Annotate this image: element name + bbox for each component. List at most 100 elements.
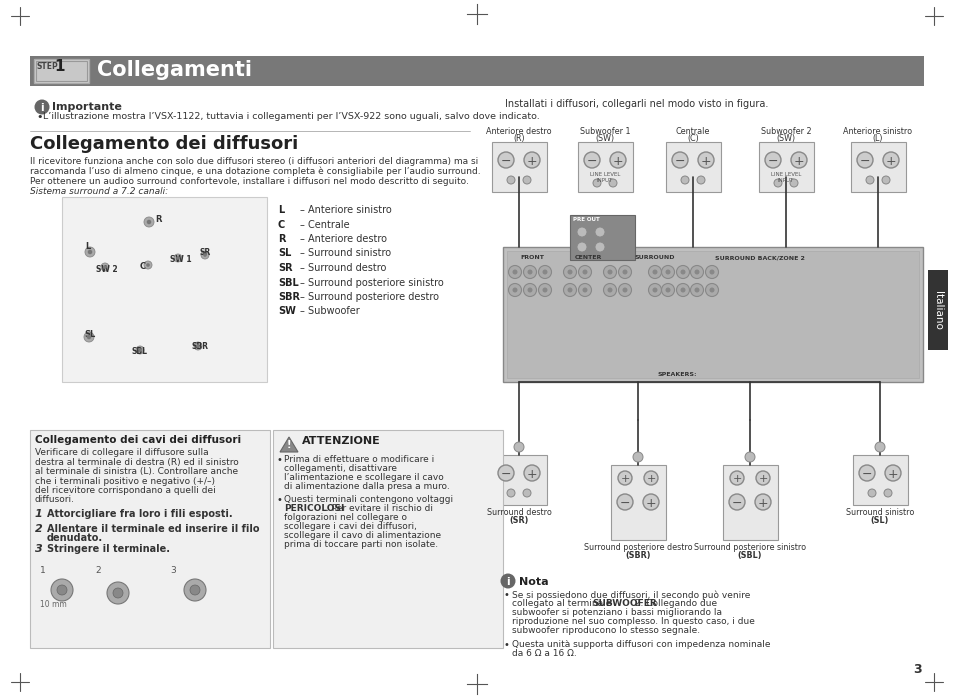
Bar [30, 56, 923, 86]
Circle shape [523, 465, 539, 481]
Circle shape [609, 152, 625, 168]
Text: raccomanda l’uso di almeno cinque, e una dotazione completa è consigliabile per : raccomanda l’uso di almeno cinque, e una… [30, 167, 480, 177]
Bar [62, 197, 267, 382]
Text: −: − [674, 155, 684, 168]
Text: del ricevitore corrispondano a quelli dei: del ricevitore corrispondano a quelli de… [35, 486, 215, 495]
Text: +: + [700, 155, 711, 168]
Text: SW: SW [277, 306, 295, 316]
Text: C: C [277, 219, 285, 230]
Circle shape [523, 283, 536, 297]
Circle shape [858, 465, 874, 481]
Text: +: + [612, 155, 622, 168]
Text: Collegamenti: Collegamenti [97, 60, 252, 80]
Bar [759, 142, 813, 192]
Text: Subwoofer 1: Subwoofer 1 [579, 127, 630, 136]
Text: Centrale: Centrale [675, 127, 709, 136]
Circle shape [567, 269, 572, 274]
Text: (SL): (SL) [870, 516, 888, 525]
Text: scollegare il cavo di alimentazione: scollegare il cavo di alimentazione [284, 531, 440, 540]
Circle shape [755, 471, 769, 485]
Circle shape [567, 288, 572, 292]
Bar [850, 142, 905, 192]
Text: al terminale di sinistra (L). Controllare anche: al terminale di sinistra (L). Controllar… [35, 467, 238, 476]
Text: SR: SR [200, 248, 211, 257]
Circle shape [84, 332, 94, 342]
Text: 3: 3 [35, 544, 43, 554]
Text: 2: 2 [95, 566, 100, 575]
Text: Installati i diffusori, collegarli nel modo visto in figura.: Installati i diffusori, collegarli nel m… [504, 99, 767, 109]
Circle shape [790, 152, 806, 168]
Text: Per ottenere un audioo surround confortevole, installare i diffusori nel modo de: Per ottenere un audioo surround conforte… [30, 177, 468, 186]
Text: SUBWOOFER: SUBWOOFER [592, 599, 657, 608]
Text: −: − [767, 155, 778, 168]
Text: Il ricevitore funziona anche con solo due diffusori stereo (i diffusori anterior: Il ricevitore funziona anche con solo du… [30, 157, 477, 166]
Circle shape [607, 269, 612, 274]
Text: (R): (R) [513, 134, 524, 143]
Circle shape [607, 288, 612, 292]
Text: ATTENZIONE: ATTENZIONE [302, 436, 380, 446]
Text: R: R [154, 215, 161, 224]
Circle shape [729, 471, 743, 485]
Text: SW 2: SW 2 [96, 265, 117, 274]
Text: −: − [619, 497, 630, 510]
Text: Anteriore sinistro: Anteriore sinistro [842, 127, 912, 136]
Text: +: + [884, 155, 896, 168]
Circle shape [603, 283, 616, 297]
Circle shape [577, 242, 586, 252]
Text: +: + [732, 474, 740, 484]
Circle shape [728, 494, 744, 510]
Circle shape [508, 283, 521, 297]
Text: folgorazioni nel collegare o: folgorazioni nel collegare o [284, 513, 407, 522]
Circle shape [665, 288, 670, 292]
Circle shape [856, 152, 872, 168]
Text: Surround posteriore destro: Surround posteriore destro [583, 543, 692, 552]
Circle shape [603, 265, 616, 279]
Circle shape [744, 452, 754, 462]
Text: SURROUND BACK/ZONE 2: SURROUND BACK/ZONE 2 [714, 255, 804, 260]
Text: Questi terminali contengono voltaggi: Questi terminali contengono voltaggi [284, 495, 453, 504]
Circle shape [633, 452, 642, 462]
Text: i: i [40, 103, 44, 113]
Text: C: C [140, 262, 146, 271]
Circle shape [542, 269, 547, 274]
Circle shape [88, 250, 92, 254]
Circle shape [694, 288, 699, 292]
Bar [273, 430, 502, 648]
Text: +: + [757, 497, 767, 510]
Circle shape [679, 288, 685, 292]
Text: . Per evitare il rischio di: . Per evitare il rischio di [326, 504, 433, 513]
Circle shape [523, 265, 536, 279]
Bar [610, 465, 665, 540]
Text: Verificare di collegare il diffusore sulla: Verificare di collegare il diffusore sul… [35, 448, 209, 457]
Circle shape [112, 588, 123, 598]
Text: (SBR): (SBR) [624, 551, 650, 560]
Text: +: + [526, 155, 537, 168]
Text: (SW): (SW) [776, 134, 795, 143]
Bar [506, 251, 918, 378]
Circle shape [618, 471, 631, 485]
Text: Sistema surround a 7.2 canali:: Sistema surround a 7.2 canali: [30, 187, 168, 196]
Circle shape [522, 489, 531, 497]
Text: 1: 1 [54, 59, 65, 74]
Circle shape [690, 265, 702, 279]
Bar [30, 430, 270, 648]
Circle shape [883, 489, 891, 497]
Text: −: − [500, 468, 511, 481]
Circle shape [512, 269, 517, 274]
Circle shape [582, 269, 587, 274]
Circle shape [694, 269, 699, 274]
Circle shape [583, 152, 599, 168]
Text: SURROUND: SURROUND [635, 255, 675, 260]
Text: che i terminali positivo e negativo (+/–): che i terminali positivo e negativo (+/–… [35, 477, 214, 486]
Text: – Anteriore destro: – Anteriore destro [299, 234, 387, 244]
Circle shape [754, 494, 770, 510]
Text: SL: SL [84, 330, 95, 339]
Text: 2: 2 [35, 524, 43, 534]
Circle shape [671, 152, 687, 168]
Circle shape [705, 283, 718, 297]
Text: +: + [645, 474, 655, 484]
Circle shape [617, 494, 633, 510]
Circle shape [101, 263, 109, 271]
Circle shape [648, 283, 660, 297]
Circle shape [690, 283, 702, 297]
